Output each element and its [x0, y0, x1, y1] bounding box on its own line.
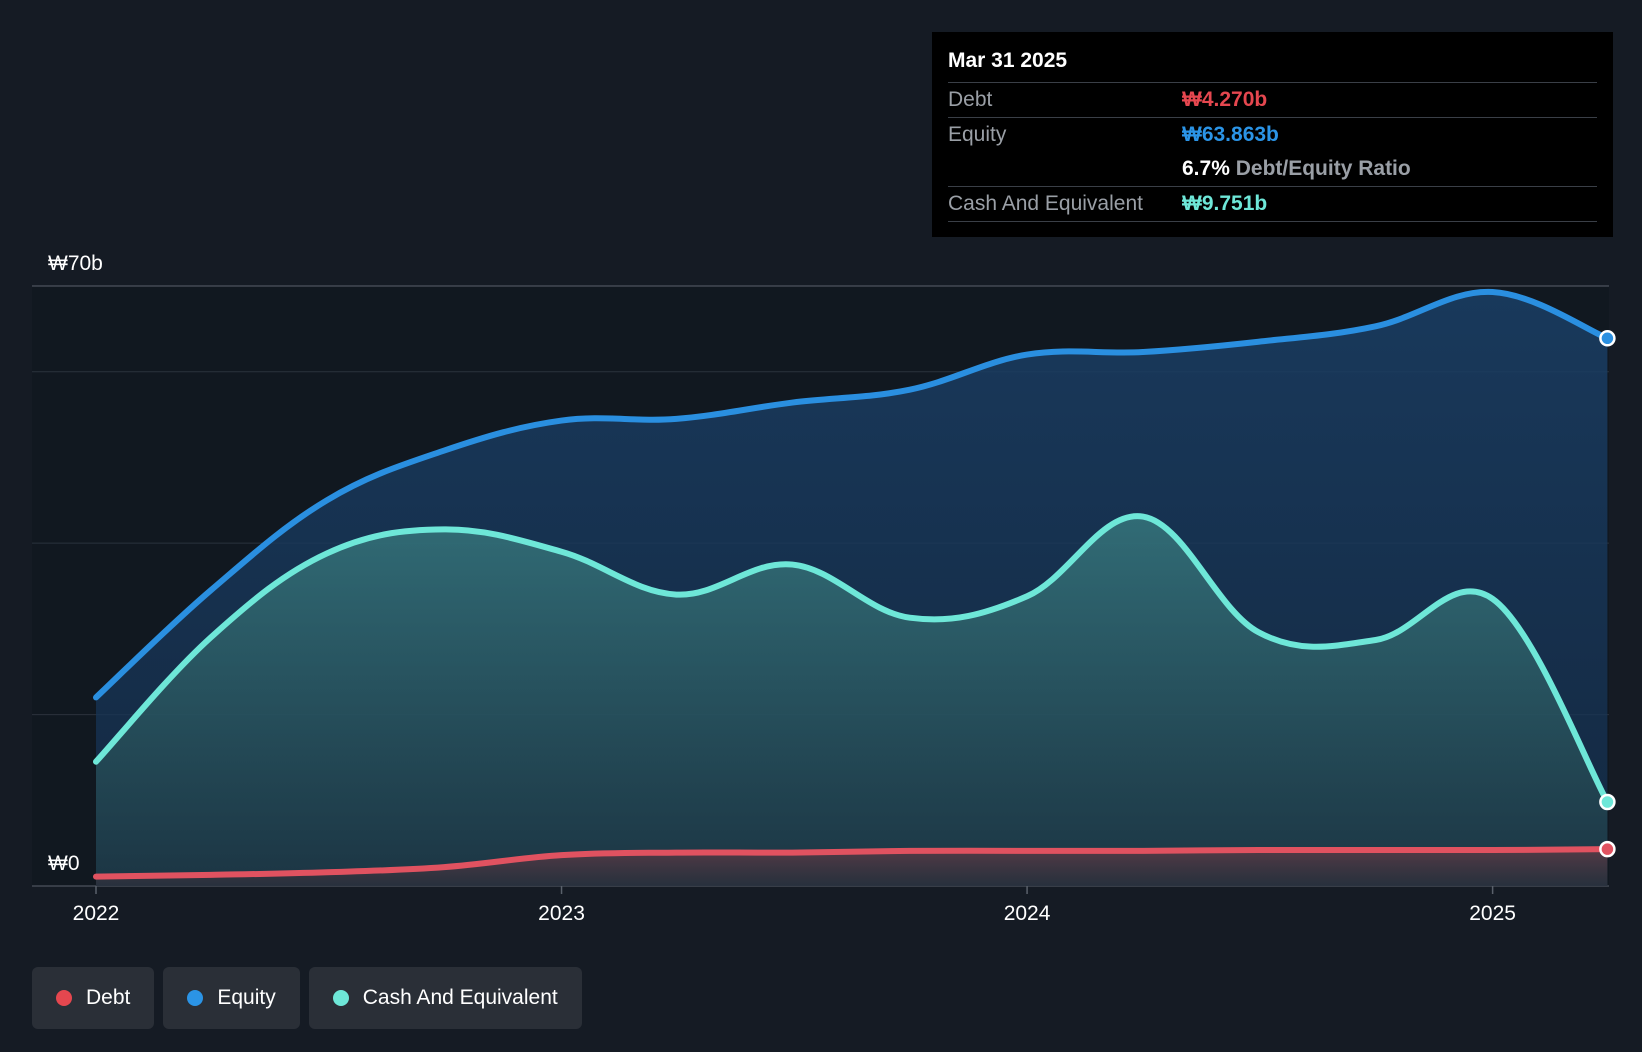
x-tick-label: 2024	[1004, 902, 1051, 925]
equity-line	[93, 288, 1611, 701]
tooltip-ratio: 6.7% Debt/Equity Ratio	[1182, 152, 1411, 186]
legend: Debt Equity Cash And Equivalent	[32, 967, 582, 1029]
cash-line	[93, 513, 1611, 805]
tooltip-date: Mar 31 2025	[948, 49, 1068, 72]
tooltip-ratio-label: Debt/Equity Ratio	[1235, 157, 1411, 180]
legend-label-debt: Debt	[86, 986, 131, 1009]
line-layer	[93, 288, 1616, 880]
x-tick-label: 2025	[1469, 902, 1516, 925]
tick-layer: 2022 2023 2024 2025	[73, 886, 1516, 925]
tooltip-equity-value: ₩63.863b	[1182, 123, 1279, 146]
legend-item-cash[interactable]: Cash And Equivalent	[308, 967, 582, 1029]
y-tick-label-max: ₩70b	[48, 252, 103, 275]
tooltip-row-equity: Equity ₩63.863b	[948, 117, 1597, 152]
debt-line	[93, 846, 1611, 880]
debt-endpoint-marker[interactable]	[1599, 840, 1616, 858]
x-tick-label: 2022	[73, 902, 120, 925]
equity-endpoint-marker[interactable]	[1599, 330, 1616, 347]
cash-endpoint-marker[interactable]	[1599, 793, 1616, 811]
debt-area	[96, 849, 1608, 886]
tooltip-ratio-value: 6.7%	[1182, 157, 1230, 180]
tooltip-debt-label: Debt	[948, 88, 993, 111]
legend-label-cash: Cash And Equivalent	[362, 986, 558, 1009]
tooltip-debt-value: ₩4.270b	[1182, 88, 1268, 111]
legend-dot-cash-icon	[332, 990, 349, 1006]
y-tick-label-min: ₩0	[48, 852, 80, 875]
tooltip-cash-label: Cash And Equivalent	[948, 192, 1143, 215]
legend-item-equity[interactable]: Equity	[163, 967, 300, 1029]
legend-item-debt[interactable]: Debt	[32, 967, 155, 1029]
legend-label-equity: Equity	[217, 986, 276, 1009]
tooltip-row-ratio: 6.7% Debt/Equity Ratio	[948, 152, 1597, 186]
tooltip-equity-label: Equity	[948, 123, 1007, 146]
legend-dot-equity-icon	[187, 990, 204, 1006]
tooltip: Mar 31 2025 Debt ₩4.270b Equity ₩63.863b…	[932, 32, 1613, 237]
legend-dot-debt-icon	[56, 990, 72, 1006]
tooltip-row-debt: Debt ₩4.270b	[948, 82, 1597, 117]
x-tick-label: 2023	[538, 902, 585, 925]
tooltip-row-cash: Cash And Equivalent ₩9.751b	[948, 186, 1597, 222]
tooltip-cash-value: ₩9.751b	[1182, 192, 1268, 215]
